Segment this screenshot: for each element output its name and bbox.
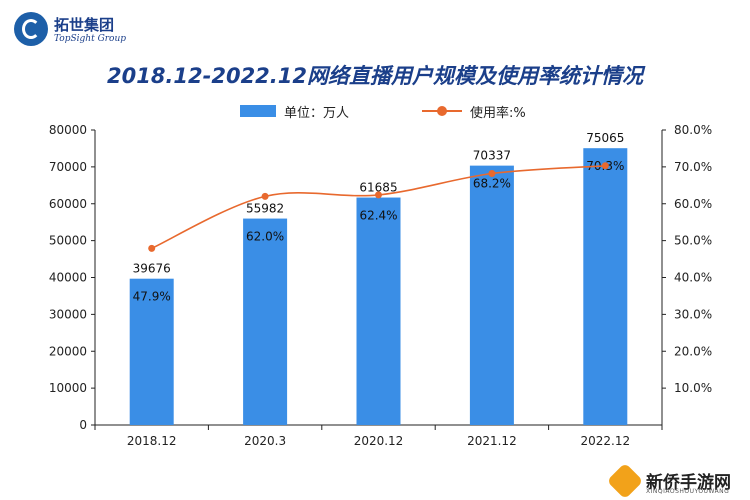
rate-value-label: 47.9% <box>133 290 171 304</box>
x-tick-label: 2020.12 <box>354 434 404 448</box>
x-tick-label: 2021.12 <box>467 434 517 448</box>
bar <box>583 148 628 425</box>
legend-line-swatch <box>422 105 462 117</box>
bar-value-label: 61685 <box>359 181 397 195</box>
legend-bar-label: 单位：万人 <box>284 105 350 121</box>
chart-title: 2018.12-2022.12网络直播用户规模及使用率统计情况 <box>106 64 643 88</box>
y-left-tick-label: 20000 <box>49 344 87 358</box>
y-right-tick-label: 30.0% <box>674 307 712 321</box>
y-left-tick-label: 70000 <box>49 160 87 174</box>
x-tick-label: 2022.12 <box>580 434 630 448</box>
rate-value-label: 62.0% <box>246 230 284 244</box>
company-logo: 拓世集团 TopSight Group <box>14 10 134 50</box>
logo-name: 拓世集团 <box>54 16 115 34</box>
usage-rate-point <box>261 192 269 200</box>
y-right-tick-label: 10.0% <box>674 381 712 395</box>
y-right-tick-label: 60.0% <box>674 197 712 211</box>
bar <box>469 165 514 425</box>
y-right-tick-label: 50.0% <box>674 234 712 248</box>
bar <box>129 278 174 425</box>
usage-rate-point <box>601 162 609 170</box>
rate-value-label: 68.2% <box>473 177 511 191</box>
bar-value-label: 39676 <box>133 262 171 276</box>
rate-value-label: 62.4% <box>359 209 397 223</box>
usage-rate-point <box>488 170 496 178</box>
y-left-tick-label: 50000 <box>49 234 87 248</box>
site-watermark-sub: XINQIAOSHOUYOUWANG <box>646 488 730 495</box>
legend-bar-swatch <box>240 105 276 117</box>
y-right-tick-label: 40.0% <box>674 271 712 285</box>
logo-mark-icon <box>14 12 48 46</box>
y-left-tick-label: 0 <box>79 418 87 432</box>
site-watermark-name: 新侨手游网 <box>646 473 731 493</box>
y-right-tick-label: 80.0% <box>674 123 712 137</box>
legend-line-label: 使用率:% <box>470 105 526 121</box>
y-left-tick-label: 40000 <box>49 271 87 285</box>
x-tick-label: 2020.3 <box>244 434 286 448</box>
y-left-tick-label: 80000 <box>49 123 87 137</box>
usage-rate-point <box>375 191 382 199</box>
legend-item-bar: 单位：万人 <box>240 103 350 121</box>
usage-rate-point <box>148 244 156 252</box>
bar-value-label: 55982 <box>246 202 284 216</box>
x-tick-label: 2018.12 <box>127 434 177 448</box>
y-left-tick-label: 60000 <box>49 197 87 211</box>
site-watermark: 新侨手游网 XINQIAOSHOUYOUWANG <box>606 462 742 500</box>
y-right-tick-label: 20.0% <box>674 344 712 358</box>
site-watermark-icon <box>606 462 644 500</box>
y-left-tick-label: 10000 <box>49 381 87 395</box>
bar-value-label: 75065 <box>586 131 624 145</box>
logo-subtitle: TopSight Group <box>54 34 127 44</box>
bar <box>243 218 288 425</box>
legend-item-line: 使用率:% <box>422 103 526 121</box>
y-right-tick-label: 70.0% <box>674 160 712 174</box>
bar <box>356 197 401 425</box>
y-left-tick-label: 30000 <box>49 307 87 321</box>
bar-value-label: 70337 <box>473 149 511 163</box>
